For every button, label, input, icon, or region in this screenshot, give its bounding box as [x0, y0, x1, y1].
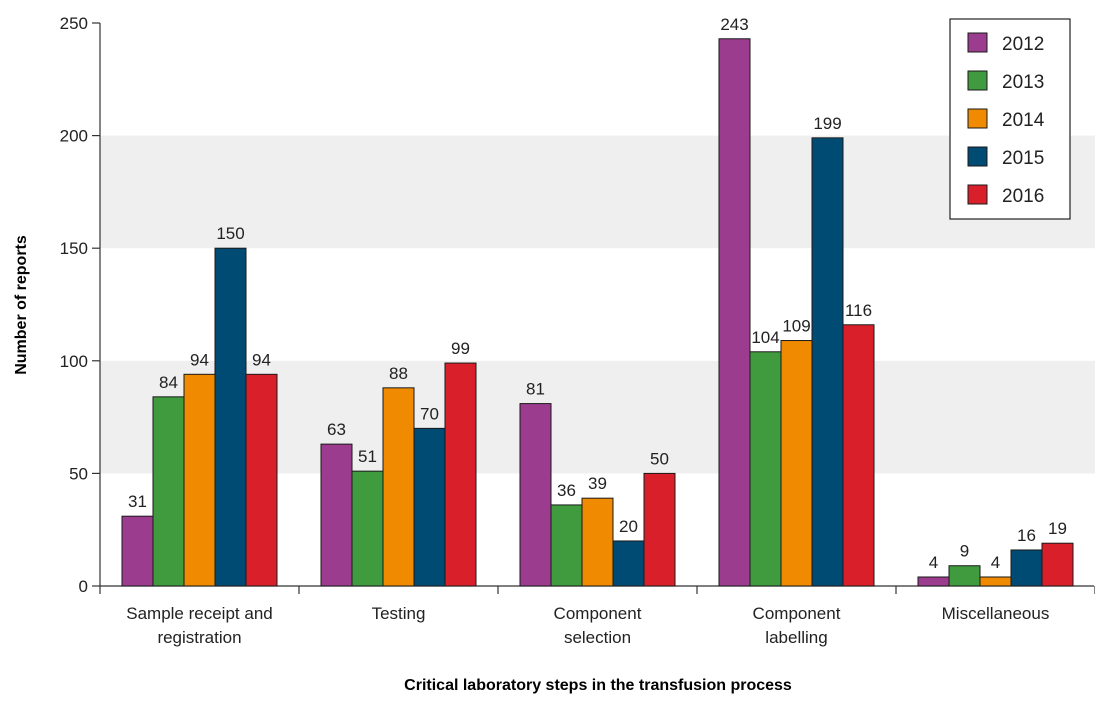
bars [121, 38, 1074, 587]
bar-2013 [550, 504, 583, 587]
y-tick-label: 100 [60, 352, 88, 371]
bar-2014 [382, 387, 415, 587]
bar-2012 [320, 443, 353, 587]
data-label: 19 [1048, 519, 1067, 538]
bar-2014 [183, 373, 216, 587]
data-label: 81 [526, 380, 545, 399]
legend-label: 2014 [1002, 110, 1045, 131]
bar-2015 [214, 247, 247, 587]
bar-2012 [121, 515, 154, 587]
grid-band [100, 135, 1095, 249]
category-label: selection [564, 628, 631, 647]
category-label: labelling [765, 628, 827, 647]
legend: 2012 2013 2014 2015 2016 [949, 18, 1071, 220]
bar-2016 [1041, 542, 1074, 587]
y-tick-label: 200 [60, 127, 88, 146]
legend-label: 2013 [1002, 72, 1044, 93]
data-label: 51 [358, 447, 377, 466]
bar-2012 [917, 576, 950, 587]
bar-2012 [718, 38, 751, 587]
x-axis-title: Critical laboratory steps in the transfu… [404, 677, 792, 694]
data-label: 63 [327, 420, 346, 439]
data-label: 9 [960, 542, 969, 561]
category-label: Sample receipt and [126, 604, 272, 623]
axes: 0 50 100 150 200 250 Sample receipt and registr… [60, 14, 1095, 647]
legend-label: 2016 [1002, 186, 1044, 207]
category-label: Testing [372, 604, 426, 623]
data-label: 70 [420, 404, 439, 423]
bar-2015 [612, 540, 645, 587]
data-label: 31 [128, 492, 147, 511]
data-label: 109 [782, 317, 810, 336]
data-label: 16 [1017, 526, 1036, 545]
data-label: 20 [619, 517, 638, 536]
data-label: 116 [845, 301, 872, 320]
data-label: 199 [813, 114, 841, 133]
category-label: registration [157, 628, 241, 647]
y-tick-label: 0 [79, 577, 88, 596]
bar-2013 [749, 351, 782, 587]
data-label: 94 [190, 350, 209, 369]
legend-swatch [967, 184, 988, 205]
y-tick-label: 250 [60, 14, 88, 33]
data-label: 94 [252, 350, 271, 369]
legend-swatch [967, 146, 988, 167]
category-label: Component [554, 604, 642, 623]
data-label: 99 [451, 339, 470, 358]
legend-label: 2012 [1002, 34, 1044, 55]
data-label: 84 [159, 373, 178, 392]
data-label: 4 [929, 553, 938, 572]
legend-swatch [967, 108, 988, 129]
bar-2014 [581, 497, 614, 587]
data-label: 4 [991, 553, 1000, 572]
bar-2016 [444, 362, 477, 587]
y-tick-label: 50 [69, 464, 88, 483]
bar-2016 [245, 373, 278, 587]
legend-swatch [967, 70, 988, 91]
bar-2013 [948, 565, 981, 587]
data-label: 243 [720, 15, 748, 34]
category-label: Component [753, 604, 841, 623]
bar-2014 [780, 340, 813, 587]
bar-2016 [643, 472, 676, 587]
data-label: 50 [650, 449, 669, 468]
bar-2014 [979, 576, 1012, 587]
data-label: 39 [588, 474, 607, 493]
y-tick-label: 150 [60, 239, 88, 258]
bar-2013 [351, 470, 384, 587]
category-label: Miscellaneous [942, 604, 1050, 623]
data-label: 150 [216, 224, 244, 243]
bar-2012 [519, 403, 552, 587]
bar-2013 [152, 396, 185, 587]
bar-2016 [842, 324, 875, 587]
legend-swatch [967, 32, 988, 53]
data-label: 104 [751, 328, 779, 347]
bar-2015 [1010, 549, 1043, 587]
data-label: 36 [557, 481, 576, 500]
data-label: 88 [389, 364, 408, 383]
bar-2015 [811, 137, 844, 587]
legend-label: 2015 [1002, 148, 1044, 169]
bar-2015 [413, 427, 446, 587]
y-axis-title: Number of reports [13, 235, 30, 375]
